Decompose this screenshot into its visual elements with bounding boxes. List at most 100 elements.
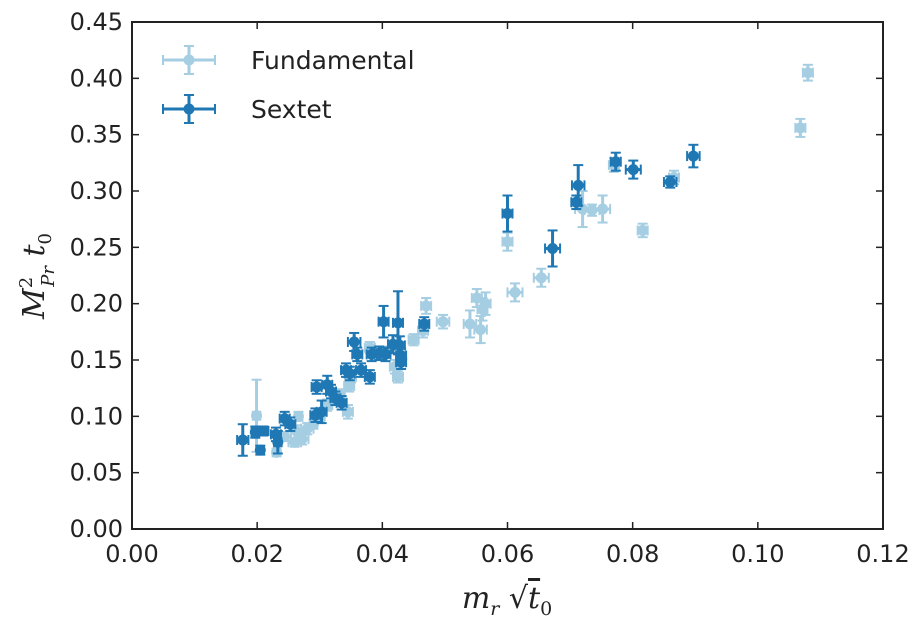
legend-item-sextet: Sextet bbox=[162, 94, 332, 124]
data-marker bbox=[572, 179, 584, 191]
data-marker bbox=[311, 381, 323, 393]
legend-swatch bbox=[162, 94, 216, 124]
data-point bbox=[544, 229, 562, 268]
data-marker bbox=[379, 348, 391, 360]
data-point bbox=[506, 282, 524, 303]
data-point bbox=[532, 267, 550, 288]
series-sextet bbox=[236, 143, 701, 457]
data-point bbox=[355, 362, 368, 378]
data-marker bbox=[344, 368, 356, 380]
data-marker bbox=[509, 286, 521, 298]
plot-frame bbox=[131, 21, 884, 530]
data-point bbox=[391, 370, 404, 384]
data-marker bbox=[364, 371, 376, 383]
y-tick-label: 0.30 bbox=[70, 177, 123, 205]
data-marker bbox=[475, 324, 487, 336]
data-marker bbox=[802, 67, 814, 79]
data-point bbox=[636, 222, 649, 239]
data-marker bbox=[464, 318, 476, 330]
data-marker bbox=[251, 410, 263, 422]
data-marker bbox=[408, 334, 420, 346]
data-point bbox=[609, 151, 622, 172]
data-marker bbox=[183, 103, 195, 115]
data-marker bbox=[597, 203, 609, 215]
data-marker bbox=[547, 242, 559, 254]
data-marker bbox=[637, 224, 649, 236]
x-tick-label: 0.08 bbox=[606, 540, 659, 568]
y-tick-label: 0.20 bbox=[70, 290, 123, 318]
data-point bbox=[272, 429, 284, 455]
data-point bbox=[310, 379, 323, 395]
data-marker bbox=[272, 436, 284, 448]
data-marker bbox=[420, 300, 432, 312]
data-point bbox=[462, 309, 478, 339]
data-point bbox=[801, 63, 814, 82]
data-point bbox=[257, 425, 270, 437]
data-marker bbox=[336, 397, 348, 409]
y-tick-label: 0.00 bbox=[70, 515, 123, 543]
data-marker bbox=[535, 272, 547, 284]
data-marker bbox=[284, 418, 296, 430]
y-tick-label: 0.40 bbox=[70, 64, 123, 92]
legend-label: Sextet bbox=[251, 95, 332, 124]
y-axis-title: M2Pr t0 bbox=[16, 233, 59, 320]
data-marker bbox=[502, 236, 513, 248]
data-point bbox=[501, 194, 514, 233]
legend-swatch bbox=[162, 45, 216, 75]
data-marker bbox=[237, 434, 249, 446]
data-point bbox=[254, 444, 266, 456]
data-marker bbox=[292, 410, 304, 422]
data-marker bbox=[316, 406, 328, 418]
data-point bbox=[594, 194, 612, 224]
x-tick-label: 0.06 bbox=[481, 540, 534, 568]
data-point bbox=[343, 365, 356, 382]
data-point bbox=[395, 354, 408, 371]
data-point bbox=[294, 432, 310, 446]
data-marker bbox=[687, 150, 699, 162]
data-series bbox=[236, 63, 814, 458]
data-marker bbox=[351, 348, 363, 360]
data-marker bbox=[342, 406, 354, 418]
data-marker bbox=[183, 54, 195, 66]
data-marker bbox=[627, 164, 639, 176]
data-point bbox=[363, 369, 376, 385]
data-point bbox=[420, 297, 433, 315]
data-marker bbox=[392, 317, 404, 329]
legend: Fundamental Sextet bbox=[162, 45, 415, 124]
data-point bbox=[624, 159, 642, 180]
data-point bbox=[418, 316, 431, 332]
x-tick-label: 0.12 bbox=[856, 540, 909, 568]
data-marker bbox=[664, 176, 676, 188]
data-point bbox=[794, 117, 807, 138]
data-point bbox=[479, 291, 492, 316]
data-marker bbox=[392, 371, 404, 383]
data-point bbox=[435, 313, 451, 330]
data-marker bbox=[437, 316, 449, 328]
data-point bbox=[379, 346, 392, 363]
y-tick-label: 0.15 bbox=[70, 346, 123, 374]
x-tick-label: 0.02 bbox=[230, 540, 283, 568]
data-marker bbox=[355, 364, 367, 376]
data-marker bbox=[348, 336, 360, 348]
y-tick-label: 0.25 bbox=[70, 233, 123, 261]
data-point bbox=[662, 175, 678, 189]
data-point bbox=[284, 416, 297, 432]
data-point bbox=[570, 164, 586, 207]
axis-ticks: 0.00 0.02 0.04 0.06 0.08 0.10 0.12 0.00 0.05 0.10… bbox=[70, 8, 910, 568]
data-marker bbox=[296, 433, 308, 445]
y-tick-label: 0.10 bbox=[70, 402, 123, 430]
data-marker bbox=[418, 318, 430, 330]
data-point bbox=[251, 378, 263, 453]
legend-item-fundamental: Fundamental bbox=[162, 45, 415, 75]
data-marker bbox=[257, 425, 269, 437]
data-marker bbox=[395, 356, 407, 368]
data-marker bbox=[254, 444, 266, 456]
data-marker bbox=[471, 292, 483, 304]
x-tick-label: 0.10 bbox=[731, 540, 784, 568]
data-point bbox=[236, 423, 250, 457]
x-tick-label: 0.04 bbox=[356, 540, 409, 568]
data-point bbox=[315, 399, 328, 425]
data-point bbox=[407, 333, 420, 347]
legend-label: Fundamental bbox=[251, 46, 415, 75]
